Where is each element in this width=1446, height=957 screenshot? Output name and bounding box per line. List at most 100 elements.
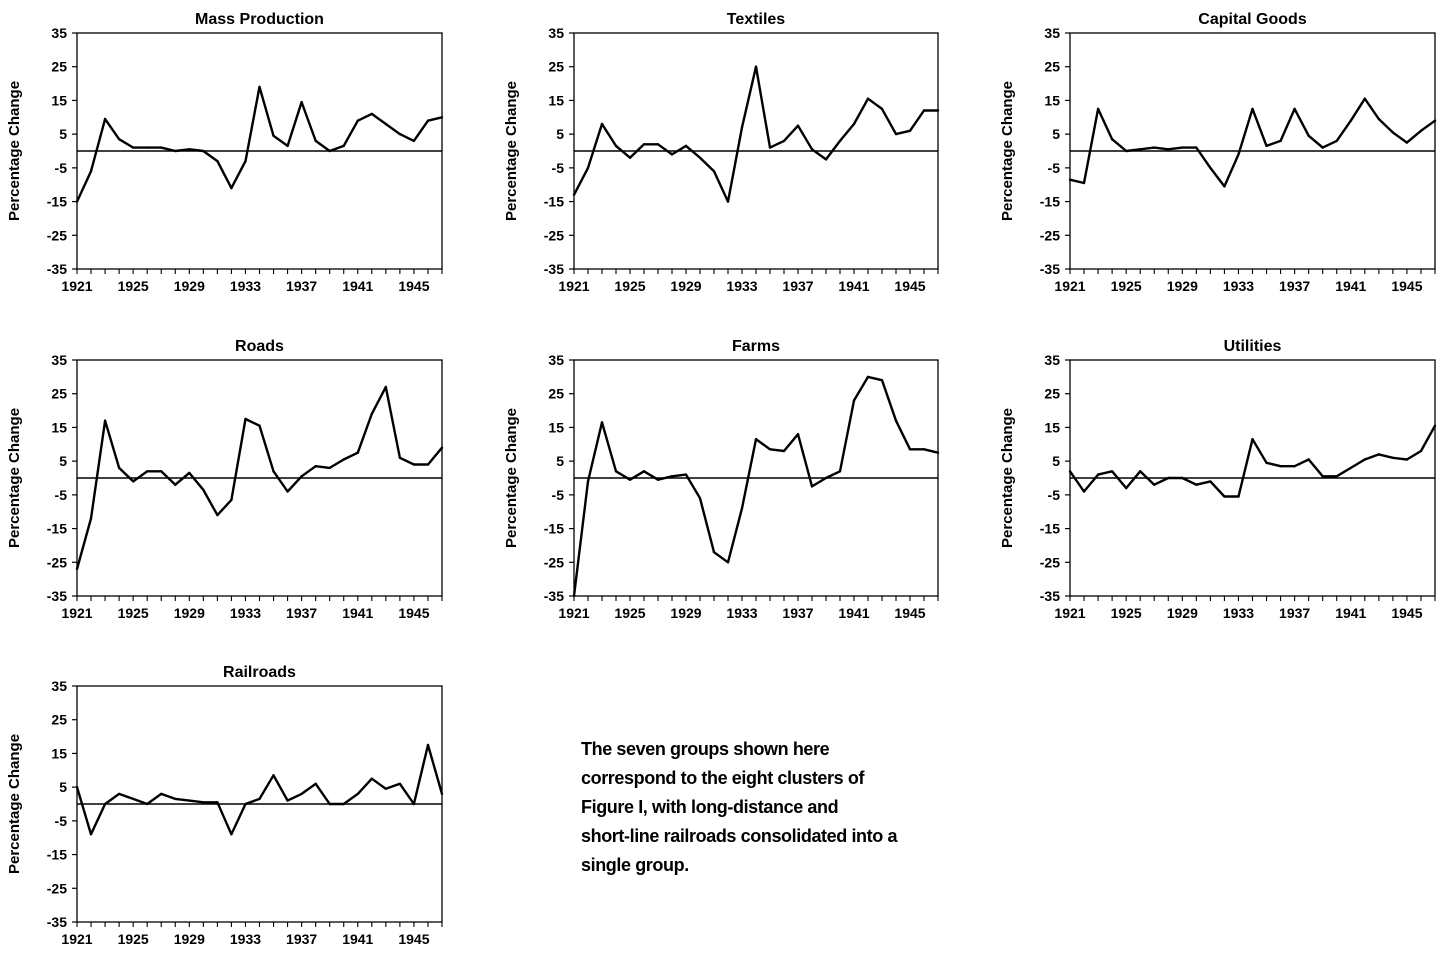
data-point <box>684 473 688 476</box>
data-point <box>300 100 303 104</box>
data-point <box>600 122 604 126</box>
data-point <box>1195 146 1198 149</box>
data-point <box>1125 149 1128 153</box>
y-axis-label: Percentage Change <box>999 408 1016 548</box>
data-point <box>1167 476 1170 480</box>
data-point <box>614 470 618 473</box>
data-point <box>1209 166 1212 170</box>
x-tick-label: 1925 <box>614 278 645 294</box>
data-point <box>426 463 430 466</box>
data-point <box>370 777 373 780</box>
data-point <box>1293 465 1296 468</box>
x-tick-label: 1937 <box>286 605 317 621</box>
data-point <box>908 448 912 451</box>
chart-title: Textiles <box>727 11 786 28</box>
data-point <box>880 379 884 382</box>
note-line: correspond to the eight clusters of <box>581 768 865 788</box>
y-tick-label: -35 <box>544 261 564 277</box>
data-point <box>244 802 247 806</box>
data-point <box>398 782 402 785</box>
y-tick-label: 25 <box>51 59 67 75</box>
data-point <box>1265 144 1268 148</box>
data-point <box>1363 97 1367 100</box>
x-tick-label: 1925 <box>614 605 645 621</box>
data-point <box>866 97 870 100</box>
data-point <box>1251 438 1254 441</box>
x-tick-label: 1945 <box>398 278 429 294</box>
data-point <box>1293 107 1296 111</box>
data-point <box>440 792 444 796</box>
data-point <box>356 119 359 122</box>
data-point <box>188 471 191 475</box>
data-point <box>272 774 275 777</box>
data-point <box>642 143 646 146</box>
data-point <box>75 567 79 571</box>
y-tick-label: 15 <box>51 745 67 761</box>
y-tick-label: -5 <box>552 487 565 503</box>
data-point <box>202 488 205 491</box>
data-point <box>1335 475 1338 478</box>
y-tick-label: -15 <box>47 194 67 210</box>
x-tick-label: 1933 <box>1223 278 1254 294</box>
note-line: Figure I, with long-distance and <box>581 797 839 817</box>
chart-title: Mass Production <box>195 11 324 28</box>
y-tick-label: -5 <box>1048 487 1061 503</box>
x-tick-label: 1937 <box>286 278 317 294</box>
x-tick-label: 1925 <box>118 931 149 947</box>
data-point <box>936 109 940 112</box>
data-point <box>866 375 870 379</box>
data-point <box>782 449 786 453</box>
data-point <box>286 490 289 493</box>
data-point <box>174 483 177 486</box>
data-point <box>1096 473 1100 476</box>
x-tick-label: 1933 <box>230 605 261 621</box>
y-tick-label: 5 <box>1052 126 1060 142</box>
data-point <box>1405 141 1409 144</box>
y-tick-label: 5 <box>1052 453 1060 469</box>
x-tick-label: 1937 <box>782 278 813 294</box>
data-point <box>1110 470 1114 473</box>
y-tick-label: 35 <box>1044 25 1060 41</box>
x-tick-label: 1929 <box>174 278 205 294</box>
data-point <box>89 833 93 836</box>
data-point <box>586 480 590 483</box>
data-point <box>1082 181 1086 185</box>
data-point <box>796 433 800 436</box>
data-point <box>342 144 345 148</box>
data-point <box>670 475 674 478</box>
data-point <box>258 424 261 427</box>
data-point <box>1335 139 1338 143</box>
x-tick-label: 1925 <box>118 605 149 621</box>
data-point <box>272 470 275 473</box>
y-tick-label: -25 <box>47 880 67 896</box>
data-point <box>1433 119 1437 122</box>
data-point <box>216 801 219 804</box>
data-point <box>1433 424 1437 427</box>
data-point <box>117 138 121 141</box>
data-point <box>1139 148 1142 151</box>
data-point <box>628 156 632 159</box>
data-point <box>572 193 576 196</box>
data-point <box>740 507 744 510</box>
data-point <box>426 119 430 122</box>
data-point <box>1391 456 1395 459</box>
data-point <box>1265 461 1268 464</box>
y-tick-label: 35 <box>51 678 67 694</box>
data-point <box>922 448 926 451</box>
x-tick-label: 1941 <box>342 931 373 947</box>
x-tick-label: 1921 <box>61 931 92 947</box>
y-tick-label: 35 <box>548 25 564 41</box>
data-point <box>300 792 303 796</box>
y-tick-label: -25 <box>1040 554 1060 570</box>
data-point <box>1181 476 1184 480</box>
series-line <box>75 743 444 836</box>
data-point <box>230 833 233 836</box>
data-point <box>1363 458 1367 461</box>
data-point <box>146 470 149 473</box>
data-point <box>1068 470 1072 473</box>
x-tick-label: 1929 <box>670 278 701 294</box>
data-point <box>880 107 884 111</box>
data-point <box>314 139 317 143</box>
x-tick-label: 1945 <box>398 605 429 621</box>
